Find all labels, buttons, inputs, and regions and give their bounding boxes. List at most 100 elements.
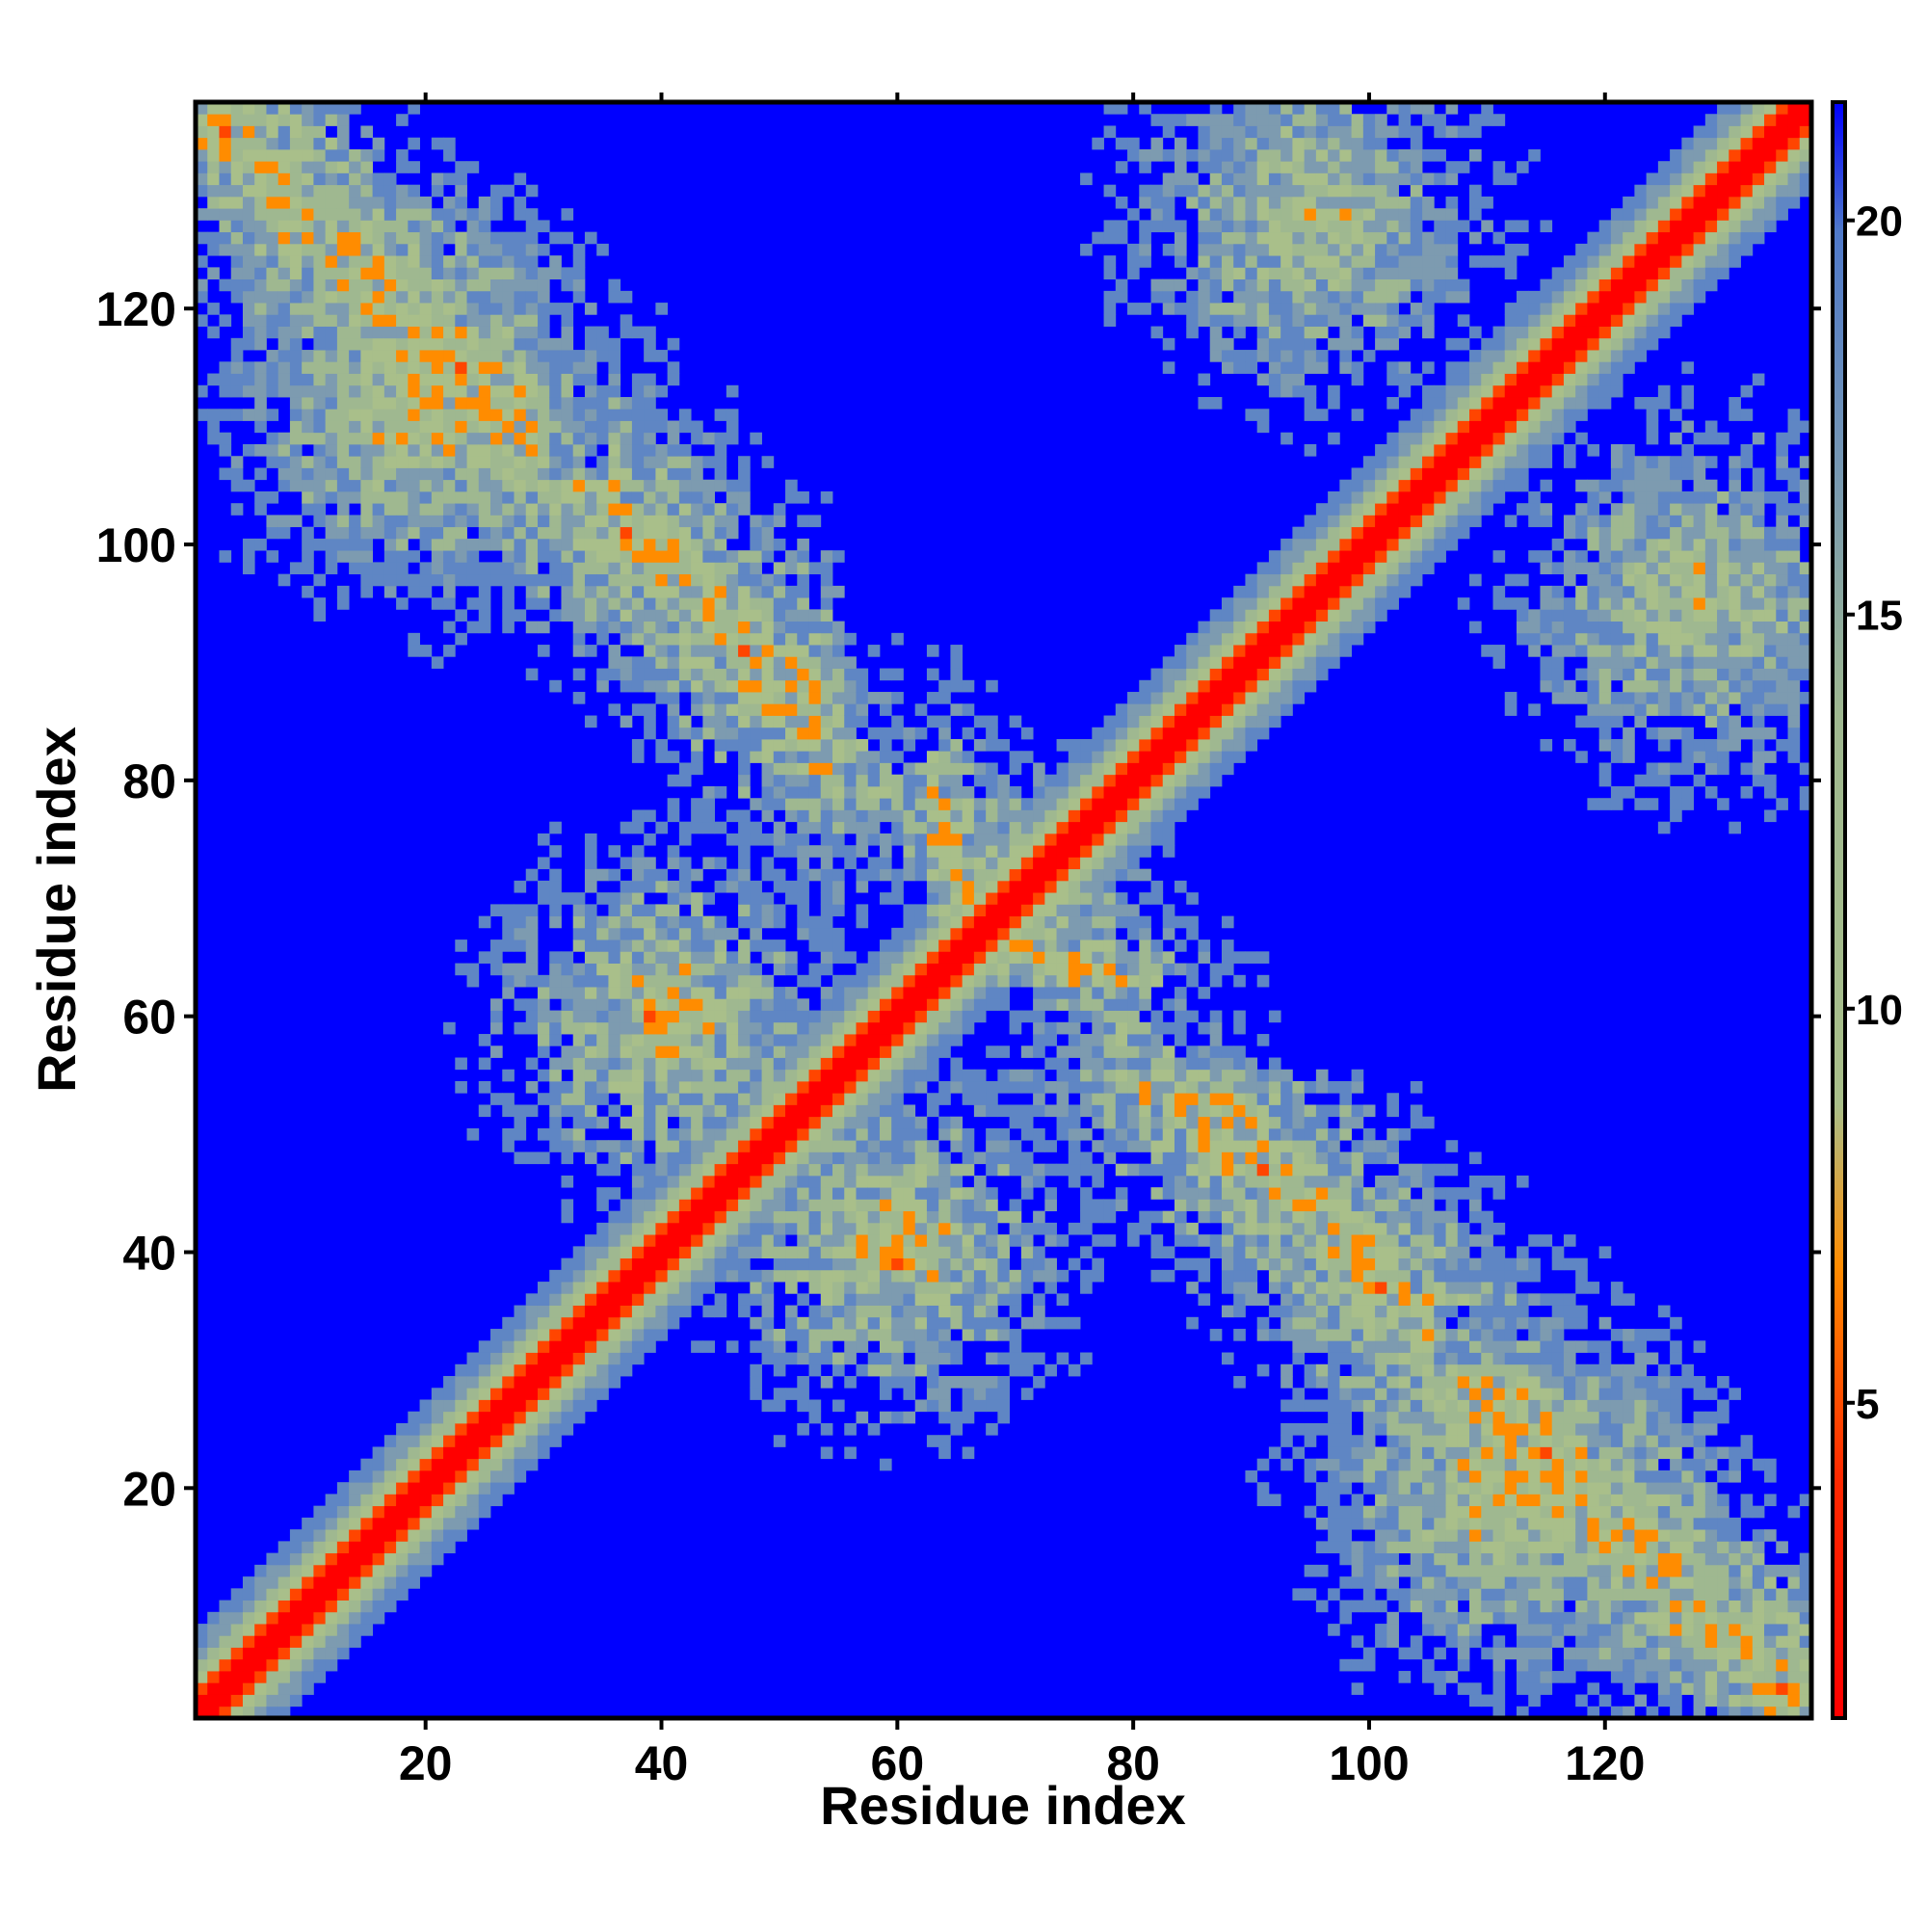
heatmap-cell: [466, 550, 480, 563]
heatmap-cell: [867, 857, 881, 870]
heatmap-cell: [1256, 1069, 1270, 1082]
heatmap-cell: [490, 409, 503, 421]
heatmap-cell: [1198, 1057, 1211, 1071]
heatmap-cell: [1033, 857, 1045, 870]
heatmap-cell: [1256, 1458, 1270, 1471]
heatmap-cell: [219, 1635, 232, 1648]
heatmap-cell: [584, 1257, 597, 1271]
heatmap-cell: [383, 231, 397, 245]
heatmap-cell: [620, 526, 633, 540]
heatmap-cell: [620, 562, 633, 575]
heatmap-cell: [1233, 597, 1246, 610]
heatmap-cell: [1044, 785, 1057, 799]
heatmap-cell: [1162, 927, 1175, 940]
heatmap-cell: [313, 467, 327, 481]
heatmap-cell: [525, 1104, 539, 1118]
heatmap-cell: [1056, 1269, 1069, 1283]
heatmap-cell: [808, 621, 822, 634]
heatmap-cell: [549, 963, 562, 976]
heatmap-cell: [797, 1329, 809, 1341]
heatmap-cell: [1186, 1282, 1199, 1294]
heatmap-cell: [1139, 974, 1151, 988]
heatmap-cell: [856, 1234, 869, 1247]
heatmap-cell: [879, 1222, 892, 1235]
heatmap-cell: [455, 290, 467, 304]
heatmap-cell: [289, 137, 303, 150]
heatmap-cell: [336, 243, 350, 256]
heatmap-cell: [561, 503, 574, 516]
heatmap-cell: [691, 1080, 703, 1094]
heatmap-cell: [490, 420, 503, 434]
heatmap-cell: [277, 220, 291, 233]
heatmap-cell: [726, 974, 739, 988]
heatmap-cell: [820, 1104, 833, 1118]
heatmap-cell: [1186, 715, 1199, 728]
heatmap-cell: [207, 409, 220, 421]
heatmap-cell: [1233, 1305, 1246, 1318]
heatmap-cell: [773, 915, 786, 929]
heatmap-cell: [572, 409, 586, 421]
heatmap-cell: [396, 1422, 409, 1436]
heatmap-cell: [714, 821, 727, 834]
heatmap-cell: [325, 278, 338, 292]
heatmap-cell: [820, 880, 833, 893]
heatmap-cell: [891, 668, 904, 681]
heatmap-cell: [396, 231, 409, 245]
heatmap-cell: [1186, 774, 1199, 787]
heatmap-cell: [313, 326, 327, 339]
heatmap-cell: [938, 1210, 951, 1224]
heatmap-cell: [750, 550, 762, 563]
heatmap-cell: [419, 1435, 433, 1447]
heatmap-cell: [903, 821, 916, 834]
heatmap-cell: [242, 137, 255, 150]
heatmap-cell: [844, 1422, 857, 1436]
heatmap-cell: [514, 1116, 527, 1129]
heatmap-cell: [325, 456, 338, 468]
heatmap-cell: [879, 1093, 892, 1105]
heatmap-cell: [832, 1210, 845, 1224]
heatmap-cell: [336, 467, 350, 481]
heatmap-cell: [631, 1010, 645, 1023]
heatmap-cell: [1162, 785, 1175, 799]
heatmap-cell: [1245, 1282, 1258, 1294]
heatmap-cell: [1150, 940, 1164, 952]
heatmap-cell: [1103, 785, 1117, 799]
heatmap-cell: [1139, 1057, 1151, 1071]
heatmap-cell: [1103, 1104, 1117, 1118]
heatmap-cell: [408, 208, 420, 221]
heatmap-cell: [797, 1057, 809, 1071]
heatmap-cell: [349, 231, 361, 245]
heatmap-cell: [572, 562, 586, 575]
heatmap-cell: [702, 1034, 715, 1046]
heatmap-cell: [714, 940, 727, 952]
heatmap-cell: [302, 479, 314, 492]
heatmap-cell: [631, 609, 645, 622]
heatmap-cell: [903, 1163, 916, 1177]
heatmap-cell: [1044, 1057, 1057, 1071]
heatmap-cell: [820, 845, 833, 858]
heatmap-cell: [714, 915, 727, 929]
heatmap-cell: [986, 821, 998, 834]
heatmap-cell: [738, 715, 751, 728]
heatmap-cell: [325, 1529, 338, 1542]
heatmap-cell: [950, 679, 964, 693]
heatmap-cell: [702, 656, 715, 669]
heatmap-cell: [455, 1411, 467, 1424]
heatmap-cell: [549, 679, 562, 693]
heatmap-cell: [525, 538, 539, 551]
heatmap-cell: [808, 1127, 822, 1141]
heatmap-cell: [1221, 314, 1234, 327]
heatmap-cell: [1233, 1269, 1246, 1283]
heatmap-cell: [584, 998, 597, 1011]
heatmap-cell: [926, 1269, 939, 1283]
heatmap-cell: [1009, 1269, 1022, 1283]
heatmap-cell: [950, 645, 964, 657]
heatmap-cell: [1198, 1163, 1211, 1177]
heatmap-cell: [514, 1340, 527, 1353]
heatmap-cell: [750, 1140, 762, 1152]
heatmap-cell: [1233, 951, 1246, 964]
heatmap-cell: [914, 951, 928, 964]
heatmap-cell: [667, 526, 680, 540]
heatmap-cell: [938, 762, 951, 776]
heatmap-cell: [844, 1282, 857, 1294]
